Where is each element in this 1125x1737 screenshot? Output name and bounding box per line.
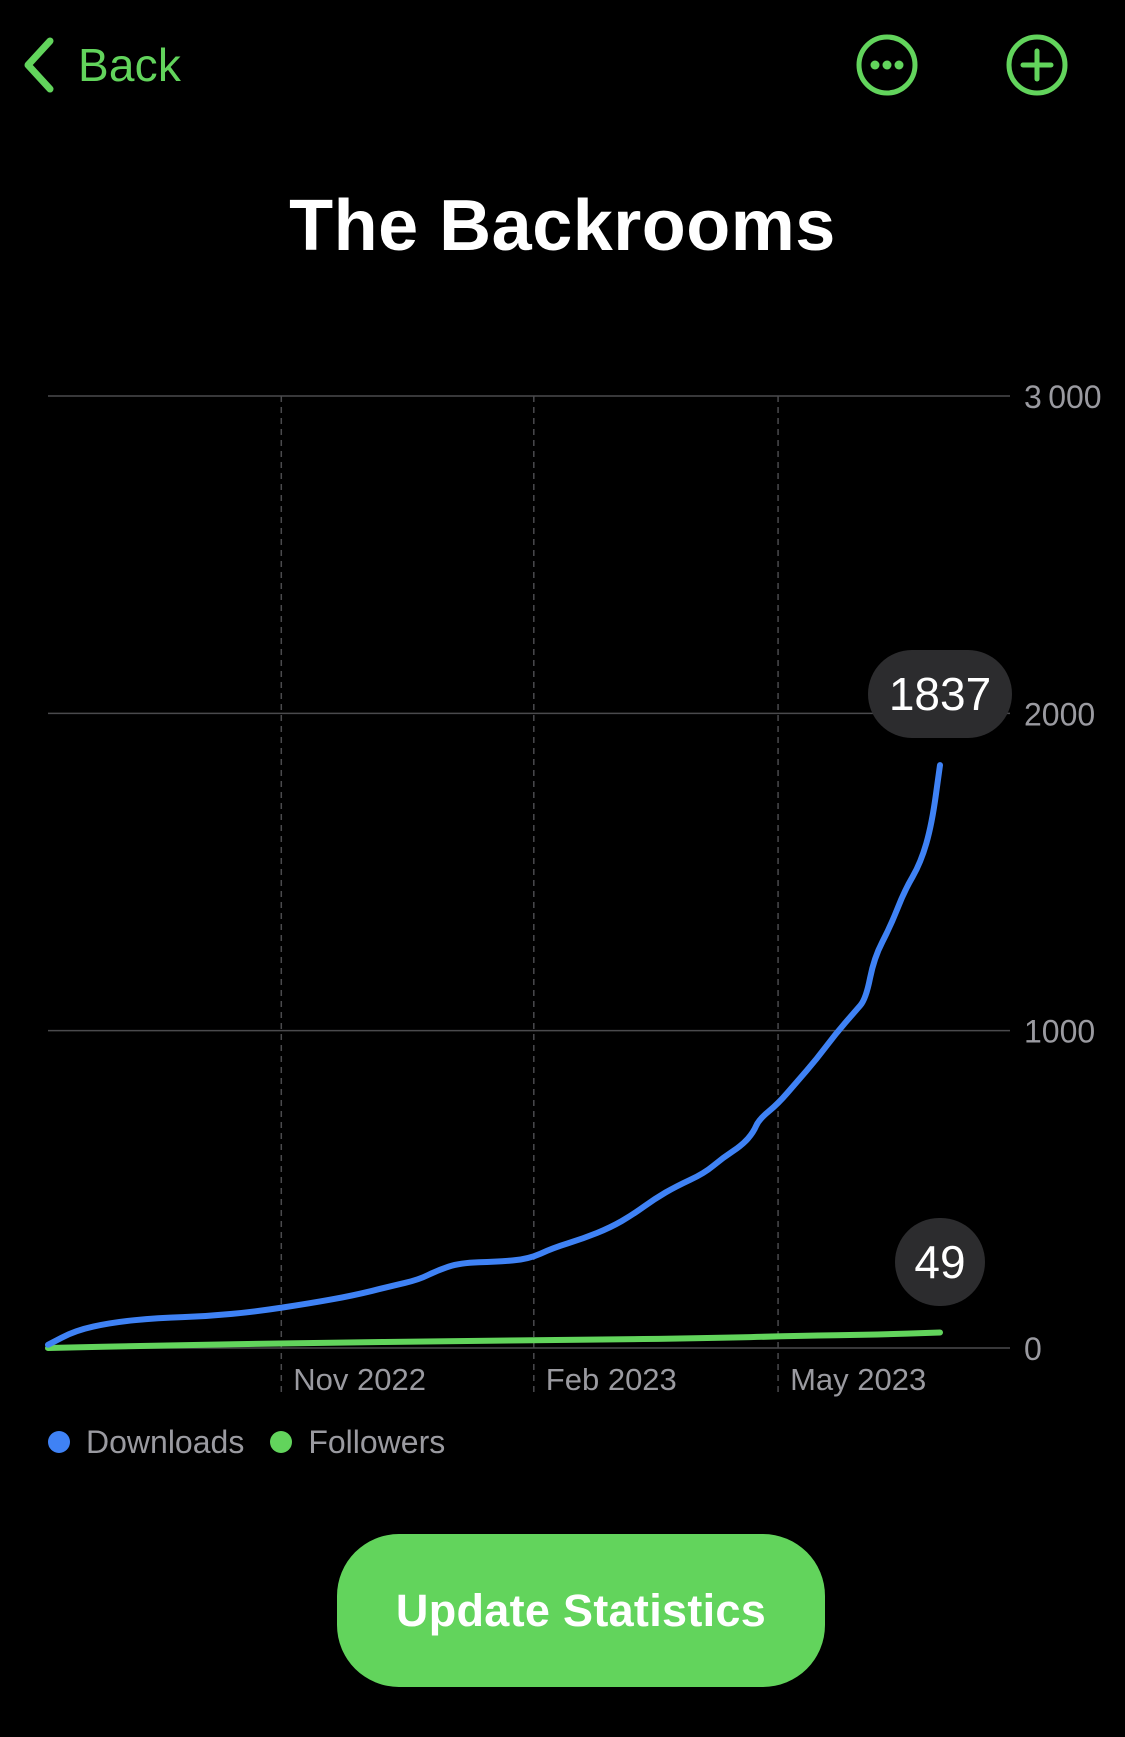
legend-label-followers: Followers bbox=[308, 1423, 446, 1460]
chevron-left-icon bbox=[22, 35, 56, 95]
series-line-downloads bbox=[45, 762, 943, 1348]
series-line-followers bbox=[45, 1329, 943, 1351]
legend-item-followers: Followers bbox=[270, 1424, 445, 1461]
back-button[interactable]: Back bbox=[22, 30, 181, 100]
back-label: Back bbox=[78, 39, 182, 91]
chart-legend: Downloads Followers bbox=[48, 1420, 471, 1464]
y-tick-label: 3 000 bbox=[1024, 379, 1102, 415]
downloads-value-bubble bbox=[868, 650, 1012, 738]
more-options-button[interactable] bbox=[856, 34, 918, 96]
y-tick-label: 1000 bbox=[1024, 1014, 1095, 1050]
followers-value-label: 49 bbox=[914, 1236, 965, 1288]
legend-item-downloads: Downloads bbox=[48, 1424, 244, 1461]
downloads-value-label: 1837 bbox=[889, 668, 991, 720]
y-tick-label: 0 bbox=[1024, 1331, 1042, 1367]
ellipsis-circle-icon bbox=[856, 34, 918, 96]
x-tick-label: May 2023 bbox=[790, 1362, 926, 1397]
followers-value-bubble bbox=[895, 1218, 985, 1306]
update-statistics-button[interactable]: Update Statistics bbox=[337, 1534, 825, 1687]
page-title: The Backrooms bbox=[289, 186, 836, 266]
x-tick-label: Feb 2023 bbox=[546, 1362, 677, 1397]
add-button[interactable] bbox=[1006, 34, 1068, 96]
legend-dot-downloads bbox=[48, 1431, 70, 1453]
legend-label-downloads: Downloads bbox=[86, 1423, 245, 1460]
legend-dot-followers bbox=[270, 1431, 293, 1453]
y-tick-label: 2000 bbox=[1024, 696, 1095, 732]
plus-circle-icon bbox=[1006, 34, 1068, 96]
x-tick-label: Nov 2022 bbox=[293, 1362, 426, 1397]
